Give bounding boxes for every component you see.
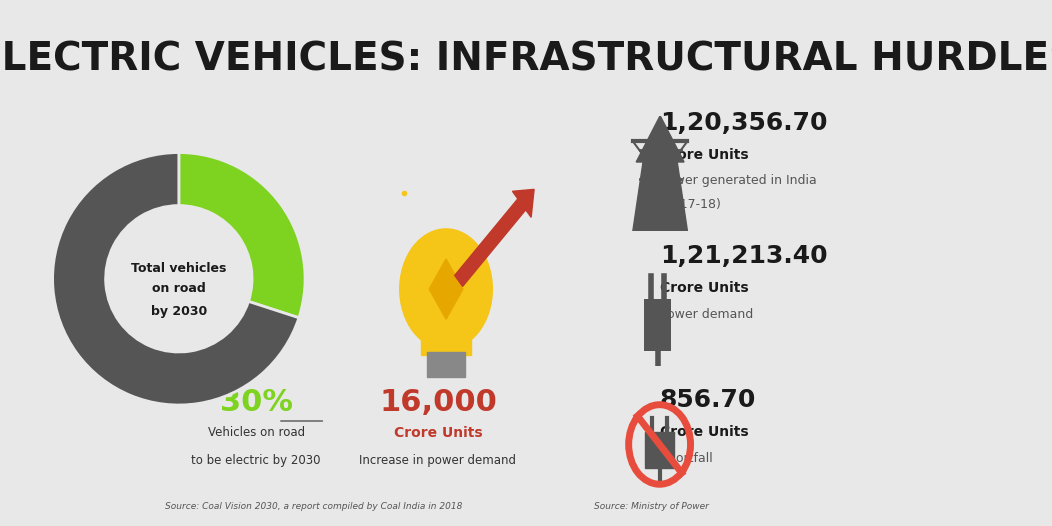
Bar	[421, 327, 471, 355]
Text: on road: on road	[151, 282, 206, 296]
Text: Crore Units: Crore Units	[660, 281, 748, 295]
Text: Total vehicles: Total vehicles	[132, 262, 226, 275]
Text: to be electric by 2030: to be electric by 2030	[191, 454, 321, 467]
Text: Crore Units: Crore Units	[660, 148, 748, 162]
Text: ELECTRIC VEHICLES: INFRASTRUCTURAL HURDLES: ELECTRIC VEHICLES: INFRASTRUCTURAL HURDL…	[0, 41, 1052, 79]
Text: Power demand: Power demand	[660, 308, 753, 321]
Wedge shape	[53, 153, 299, 405]
Text: Crore Units: Crore Units	[393, 426, 482, 440]
Bar	[645, 432, 674, 468]
Text: Source: Coal Vision 2030, a report compiled by Coal India in 2018: Source: Coal Vision 2030, a report compi…	[165, 502, 463, 511]
Text: Power generated in India: Power generated in India	[660, 174, 816, 187]
FancyArrow shape	[454, 189, 534, 286]
Text: Shortfall: Shortfall	[660, 452, 712, 465]
Text: Crore Units: Crore Units	[660, 425, 748, 439]
Text: 856.70: 856.70	[660, 388, 756, 412]
Text: Increase in power demand: Increase in power demand	[360, 454, 517, 467]
Polygon shape	[429, 259, 463, 319]
Text: by 2030: by 2030	[150, 305, 207, 318]
Bar	[644, 299, 671, 351]
Text: 1,20,356.70: 1,20,356.70	[660, 111, 827, 135]
Text: 1,21,213.40: 1,21,213.40	[660, 244, 828, 268]
Bar	[427, 352, 465, 377]
Wedge shape	[179, 153, 305, 318]
Circle shape	[400, 229, 492, 349]
Polygon shape	[632, 116, 688, 231]
Text: (2017-18): (2017-18)	[660, 198, 722, 211]
Text: 16,000: 16,000	[379, 388, 497, 417]
Text: Vehicles on road: Vehicles on road	[207, 426, 305, 439]
Text: Source: Ministry of Power: Source: Ministry of Power	[594, 502, 709, 511]
Text: 30%: 30%	[220, 388, 292, 417]
